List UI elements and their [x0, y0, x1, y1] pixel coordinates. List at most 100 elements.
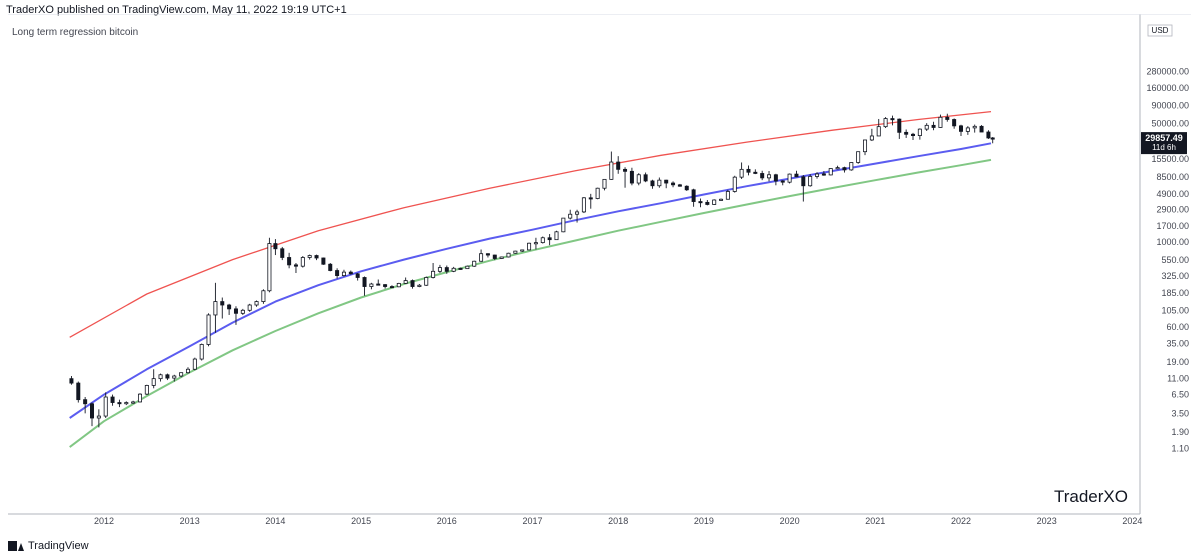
candle-body — [479, 253, 484, 262]
candle — [431, 263, 436, 279]
candle — [677, 183, 682, 187]
candle — [863, 139, 868, 156]
candle-body — [959, 125, 964, 132]
candle — [746, 165, 751, 176]
candle — [192, 357, 197, 371]
candle-body — [520, 249, 525, 252]
candle — [424, 276, 429, 286]
candle — [767, 171, 772, 182]
candle — [254, 300, 259, 307]
candle — [671, 181, 676, 188]
candle — [90, 402, 95, 427]
footer: TradingView — [8, 540, 89, 552]
candle — [602, 178, 607, 191]
candle-body — [986, 131, 991, 139]
candle — [199, 343, 204, 361]
candle-body — [684, 185, 689, 191]
candle — [321, 257, 326, 265]
candle — [506, 252, 511, 258]
candle — [575, 209, 580, 223]
candle-body — [739, 168, 744, 178]
candle — [220, 297, 225, 319]
candle — [158, 373, 163, 382]
candle — [890, 115, 895, 126]
candle-body — [179, 372, 184, 377]
candle-body — [609, 161, 614, 180]
candle-body — [424, 277, 429, 286]
last-price-label: 29857.49 11d 6h — [1141, 132, 1187, 155]
candle — [383, 284, 388, 289]
candle-body — [636, 174, 641, 184]
candle-body — [206, 314, 211, 345]
lower-band-line — [69, 158, 992, 448]
candle-body — [671, 182, 676, 186]
candle-body — [897, 118, 902, 133]
candle — [348, 270, 353, 275]
candle — [897, 118, 902, 139]
candle — [808, 174, 813, 187]
candle-body — [602, 178, 607, 189]
y-tick-label: 1700.00 — [1156, 221, 1189, 231]
candle — [240, 308, 245, 315]
candle — [410, 279, 415, 289]
candle — [117, 399, 122, 408]
candle-body — [485, 253, 490, 256]
candle — [801, 175, 806, 202]
candle-body — [280, 248, 285, 258]
x-tick-label: 2016 — [437, 516, 457, 526]
candle-body — [247, 304, 252, 311]
candle — [990, 136, 995, 144]
chart-title: Long term regression bitcoin — [12, 27, 139, 38]
candle — [959, 124, 964, 137]
candle-body — [595, 187, 600, 199]
tradingview-logo-icon — [8, 541, 24, 551]
candle-body — [965, 127, 970, 132]
candle-body — [883, 118, 888, 128]
candle-body — [863, 139, 868, 153]
candle-body — [719, 198, 724, 201]
candle-body — [876, 126, 881, 137]
candle-body — [540, 237, 545, 244]
candle-body — [185, 368, 190, 374]
y-tick-label: 280000.00 — [1146, 66, 1189, 76]
candle — [355, 272, 360, 281]
candle-body — [664, 179, 669, 184]
y-tick-label: 4900.00 — [1156, 189, 1189, 199]
candle-body — [821, 173, 826, 176]
candle — [794, 170, 799, 178]
candle-body — [575, 211, 580, 215]
candle-body — [808, 176, 813, 187]
candle-body — [192, 358, 197, 370]
candles — [69, 113, 995, 428]
candle — [280, 246, 285, 261]
time-axis[interactable]: 2012 2013 2014 2015 2016 2017 2018 2019 2020 2021… — [94, 516, 1142, 526]
y-tick-label: 11.00 — [1167, 374, 1189, 384]
candle — [684, 185, 689, 191]
x-tick-label: 2015 — [351, 516, 371, 526]
candle — [213, 282, 218, 333]
candle — [389, 285, 394, 289]
candle-body — [314, 255, 319, 259]
candle — [69, 376, 74, 385]
candle-body — [227, 304, 232, 310]
regression-line — [69, 142, 992, 419]
top-border — [8, 14, 1191, 15]
candle — [773, 173, 778, 186]
candle — [650, 179, 655, 189]
y-tick-label: 1.90 — [1171, 427, 1189, 437]
candle — [103, 392, 108, 419]
last-price: 29857.49 — [1145, 133, 1183, 143]
candle-body — [990, 137, 995, 140]
regression-bands — [69, 110, 992, 448]
candle-body — [328, 263, 333, 271]
price-axis[interactable]: 280000.00 160000.00 90000.00 50000.00 15500.… — [1146, 66, 1189, 453]
candle-body — [623, 168, 628, 172]
candle-body — [124, 402, 129, 405]
x-tick-label: 2019 — [694, 516, 714, 526]
candle — [616, 156, 621, 174]
candle — [520, 249, 525, 252]
candle-body — [300, 257, 305, 267]
candle-body — [691, 189, 696, 202]
candle-countdown: 11d 6h — [1152, 143, 1176, 152]
